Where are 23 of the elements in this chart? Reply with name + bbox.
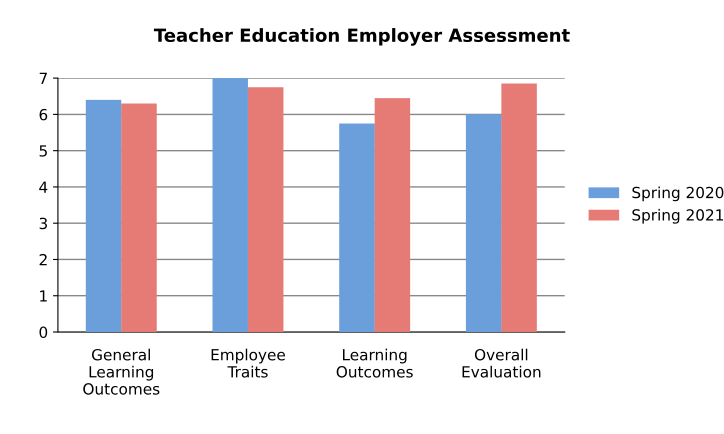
legend-label: Spring 2020 bbox=[632, 186, 724, 202]
y-tick-label: 0 bbox=[39, 326, 48, 338]
x-tick-label: Overall Evaluation bbox=[462, 348, 540, 378]
y-tick-label: 7 bbox=[40, 72, 47, 84]
bar bbox=[121, 104, 157, 332]
y-tick-label: 3 bbox=[40, 218, 47, 230]
bar bbox=[339, 123, 375, 332]
bar bbox=[248, 87, 284, 332]
bar bbox=[212, 78, 248, 332]
y-tick-label: 4 bbox=[39, 182, 48, 193]
bar bbox=[86, 100, 122, 332]
y-tick-label: 6 bbox=[40, 108, 48, 120]
bar bbox=[501, 84, 537, 332]
y-tick-label: 1 bbox=[40, 290, 47, 302]
x-tick-label: Learning Outcomes bbox=[336, 348, 413, 378]
bar bbox=[374, 98, 410, 332]
y-tick-label: 2 bbox=[40, 254, 47, 266]
chart-title: Teacher Education Employer Assessment bbox=[154, 28, 570, 46]
x-tick-label: General Learning Outcomes bbox=[83, 348, 160, 395]
y-tick-label: 5 bbox=[40, 145, 47, 157]
x-tick-label: Employee Traits bbox=[212, 348, 285, 378]
bar bbox=[466, 114, 502, 332]
legend-label: Spring 2021 bbox=[632, 208, 724, 224]
